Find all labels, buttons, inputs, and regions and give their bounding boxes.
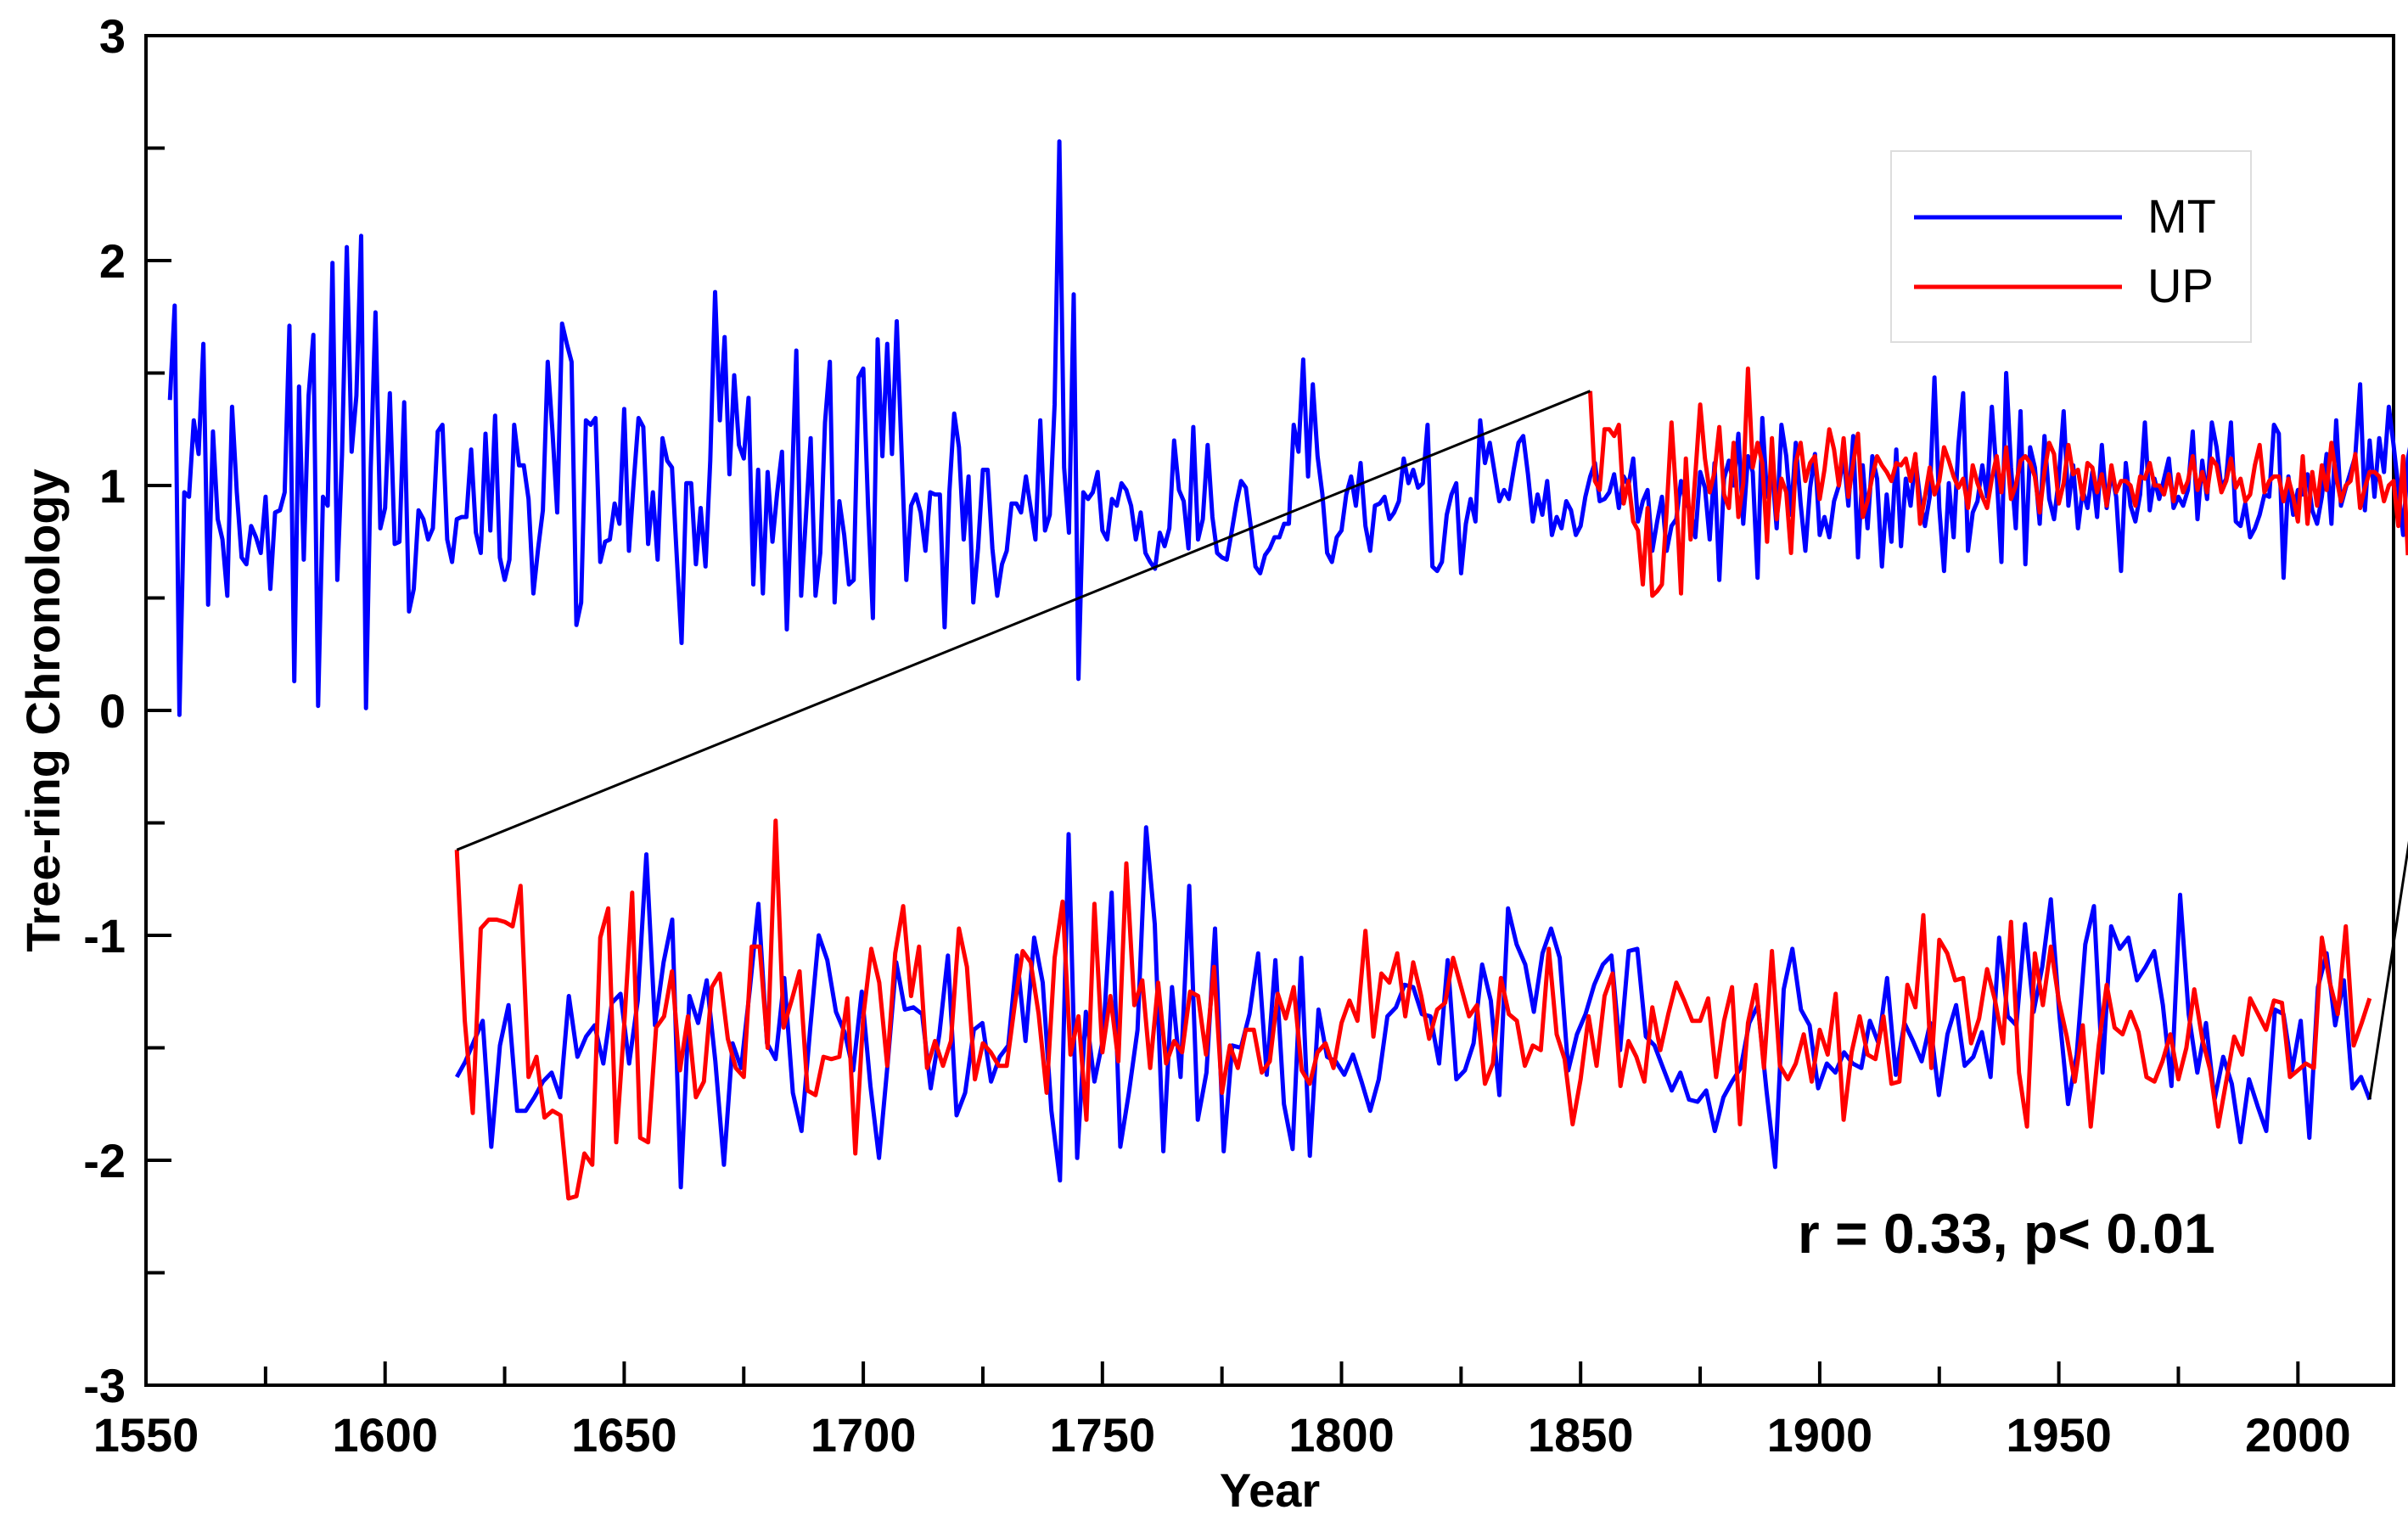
x-tick-label: 1650 xyxy=(571,1408,677,1462)
correlation-annotation: r = 0.33, p< 0.01 xyxy=(1798,1202,2215,1265)
x-tick-label: 1550 xyxy=(93,1408,199,1462)
x-tick-label: 1850 xyxy=(1528,1408,1634,1462)
y-tick-label: 3 xyxy=(99,9,126,63)
y-tick-label: -1 xyxy=(83,909,126,963)
legend: MT UP xyxy=(1890,150,2252,343)
zoom-connector-right xyxy=(2368,840,2408,1100)
x-tick-label: 1750 xyxy=(1050,1408,1156,1462)
x-tick-label: 1900 xyxy=(1767,1408,1873,1462)
x-tick-label: 1800 xyxy=(1288,1408,1395,1462)
y-tick-label: -2 xyxy=(83,1134,126,1187)
x-tick-label: 2000 xyxy=(2245,1408,2351,1462)
x-axis-ticks: 1550 1600 1650 1700 1750 1800 1850 1900 1950 2000 xyxy=(93,1361,2351,1462)
x-tick-label: 1700 xyxy=(811,1408,917,1462)
y-tick-label: 2 xyxy=(99,234,126,288)
x-axis-label: Year xyxy=(1220,1463,1320,1517)
x-tick-label: 1950 xyxy=(2006,1408,2112,1462)
y-tick-label: -3 xyxy=(83,1359,126,1412)
legend-label-up: UP xyxy=(2147,259,2214,312)
series-line-up xyxy=(1588,366,2408,598)
y-axis-ticks: -3 -2 -1 0 1 2 3 xyxy=(83,9,171,1412)
y-axis-label: Tree-ring Chronology xyxy=(16,469,70,951)
inset-line-up xyxy=(454,818,2372,1201)
x-tick-label: 1600 xyxy=(332,1408,438,1462)
legend-box xyxy=(1890,150,2252,343)
zoom-connector-left xyxy=(456,390,1591,851)
series-layer xyxy=(167,139,2408,1201)
y-tick-label: 1 xyxy=(99,459,126,513)
inset-line-mt xyxy=(455,825,2372,1190)
y-tick-label: 0 xyxy=(99,684,126,738)
legend-label-mt: MT xyxy=(2147,189,2216,243)
series-line-mt xyxy=(167,139,2408,717)
